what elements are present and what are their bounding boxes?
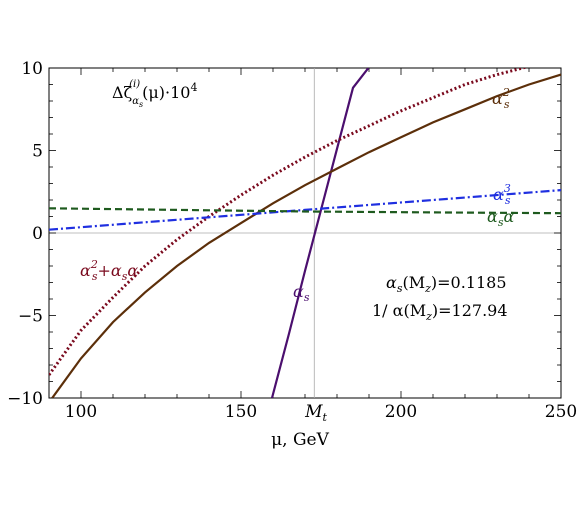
series-line-4 — [49, 207, 561, 215]
x-tick-label: 200 — [385, 402, 417, 422]
series-label-part: 2 — [90, 258, 98, 271]
series-line-1 — [51, 73, 561, 398]
x-tick-label: 250 — [545, 402, 577, 422]
alpha-s-mz-annotation: αs(Mz)=0.1185 — [386, 273, 507, 295]
series-label-2: α2 s+αsα — [80, 258, 138, 283]
y-tick-label: 0 — [32, 224, 43, 244]
axis-tick-labels: 100 150 200 250 −10 −5 0 5 10 — [7, 59, 577, 422]
mt-tick-label: Mt — [304, 402, 327, 424]
series-line-2 — [49, 68, 529, 376]
x-tick-label: 150 — [225, 402, 257, 422]
series-label-part: α — [493, 185, 504, 204]
series-label-part: 2 — [502, 86, 510, 99]
series-label-part: α — [127, 261, 138, 280]
series-label-part: s — [92, 270, 98, 283]
series-label-part: s — [505, 194, 511, 207]
series-label-1: α2 s — [492, 86, 510, 111]
series-label-part: s — [498, 216, 504, 229]
series-line-0 — [270, 68, 370, 398]
series-label-part: s — [122, 270, 128, 283]
series-label-part: α — [487, 207, 498, 226]
series-label-part: s — [504, 98, 510, 111]
series-label-part: α — [503, 207, 514, 226]
series-label-part: s — [304, 291, 310, 304]
y-tick-label: 5 — [32, 142, 43, 162]
series-label-0: αs — [293, 282, 310, 304]
delta-zeta-annotation: Δζαs(i) (μ)·104 — [112, 79, 197, 109]
series-lines — [49, 68, 561, 398]
alpha-mz-annotation: 1/ α(Mz)=127.94 — [372, 301, 508, 323]
series-label-part: α — [492, 89, 503, 108]
y-tick-label: −10 — [7, 389, 43, 409]
series-line-3 — [49, 189, 561, 231]
x-axis-label: μ, GeV — [271, 430, 329, 450]
y-tick-label: −5 — [18, 307, 43, 327]
series-label-part: α — [293, 282, 304, 301]
series-label-4: αsα — [487, 207, 514, 229]
series-label-part: +α — [97, 261, 121, 280]
series-label-part: 3 — [504, 182, 511, 195]
x-tick-label: 100 — [65, 402, 97, 422]
series-label-part: α — [80, 261, 91, 280]
series-label-3: α3 s — [493, 182, 511, 207]
y-tick-label: 10 — [21, 59, 43, 79]
